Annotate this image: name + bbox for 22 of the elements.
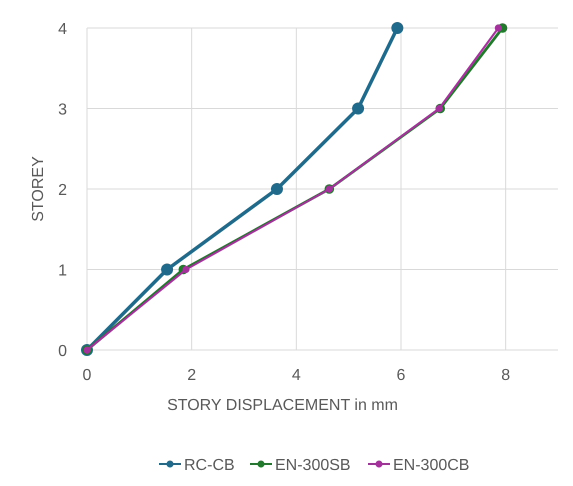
legend-label: RC-CB bbox=[184, 457, 235, 474]
x-tick-label: 2 bbox=[187, 367, 196, 384]
point bbox=[352, 102, 364, 114]
x-axis-title: STORY DISPLACEMENT in mm bbox=[167, 397, 398, 414]
y-tick-label: 2 bbox=[58, 182, 68, 199]
point bbox=[182, 266, 190, 274]
point bbox=[494, 24, 502, 32]
point bbox=[161, 264, 174, 276]
y-tick-label: 3 bbox=[58, 102, 68, 118]
x-tick-label: 6 bbox=[396, 367, 406, 384]
point bbox=[270, 183, 283, 195]
x-tick-label: 0 bbox=[82, 367, 92, 384]
y-tick-label: 0 bbox=[58, 343, 68, 360]
x-tick-label: 4 bbox=[292, 367, 301, 384]
y-tick-label: 1 bbox=[58, 262, 68, 280]
legend-label: EN-300CB bbox=[393, 457, 470, 474]
y-tick-label: 4 bbox=[58, 21, 68, 38]
point bbox=[436, 104, 443, 112]
point bbox=[391, 22, 404, 34]
x-tick-label: 8 bbox=[501, 367, 510, 384]
y-axis-title: STOREY bbox=[30, 156, 47, 222]
legend-label: EN-300SB bbox=[275, 457, 351, 474]
